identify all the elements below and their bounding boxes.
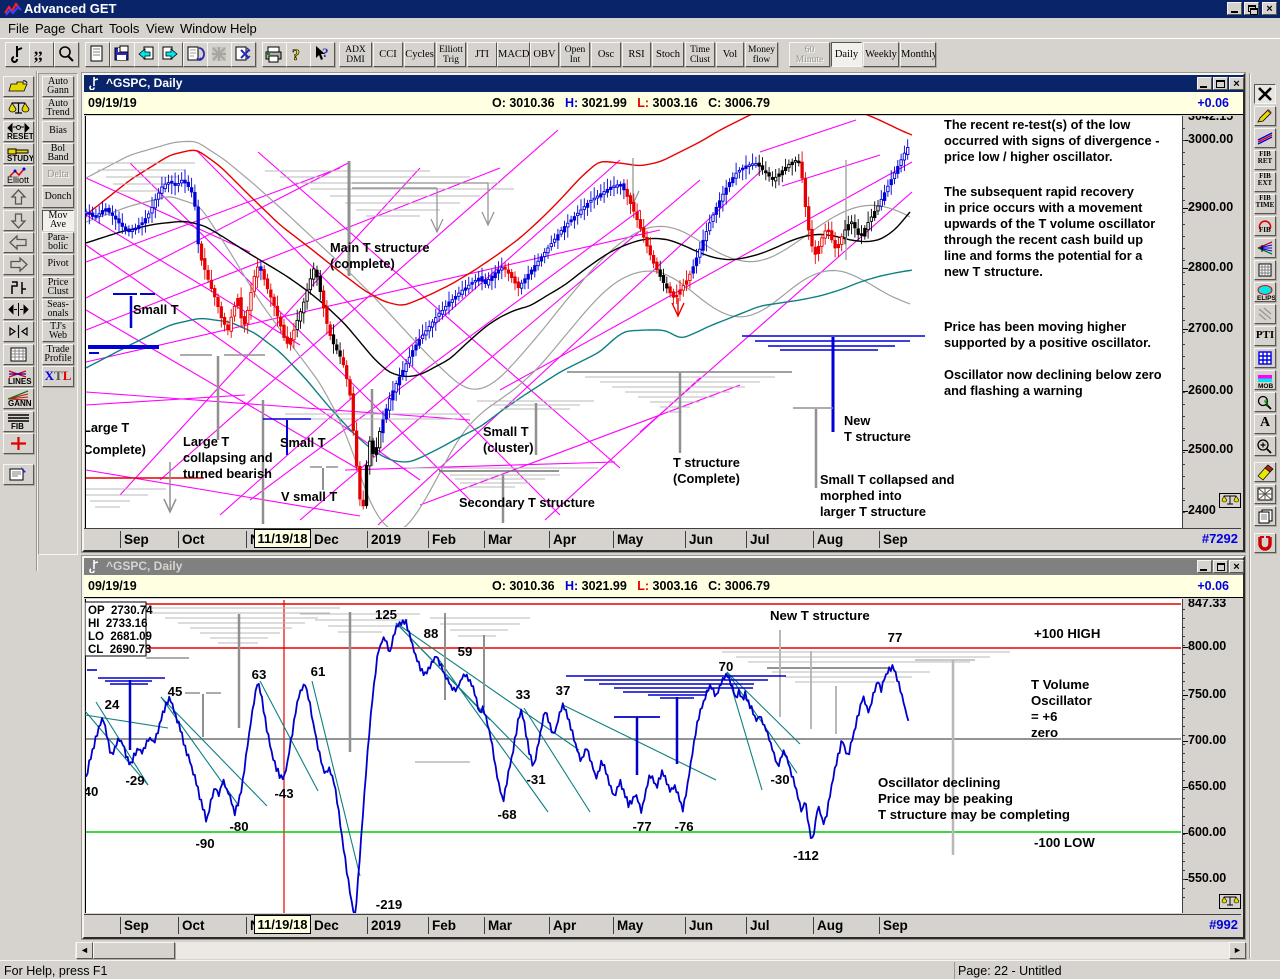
svg-text:45: 45 xyxy=(168,684,183,699)
svg-text:occurred with signs of diverge: occurred with signs of divergence - xyxy=(944,133,1159,148)
svg-text:40: 40 xyxy=(85,784,98,799)
svg-text:,,: ,, xyxy=(34,45,43,64)
svg-text:Large T: Large T xyxy=(85,420,129,435)
svg-text:-76: -76 xyxy=(674,819,693,834)
svg-text:and flashing a warning: and flashing a warning xyxy=(944,383,1083,398)
svg-text:-77: -77 xyxy=(632,819,651,834)
svg-text:59: 59 xyxy=(458,644,473,659)
svg-text:new T structure.: new T structure. xyxy=(944,264,1043,279)
svg-text:+100 HIGH: +100 HIGH xyxy=(1034,626,1100,641)
svg-text:-31: -31 xyxy=(526,772,545,787)
svg-text:Oscillator declining: Oscillator declining xyxy=(878,775,1000,790)
svg-text:LO 2681.09: LO 2681.09 xyxy=(88,631,152,643)
svg-text:New T structure: New T structure xyxy=(770,608,870,623)
svg-text:(Complete): (Complete) xyxy=(673,471,740,486)
svg-text:24: 24 xyxy=(105,697,120,712)
svg-text:supported by a positive oscill: supported by a positive oscillator. xyxy=(944,335,1151,350)
svg-text:-30: -30 xyxy=(770,772,789,787)
svg-text:FIB: FIB xyxy=(1259,226,1271,234)
svg-text:turned bearish: turned bearish xyxy=(183,466,272,481)
svg-text:morphed into: morphed into xyxy=(820,488,902,503)
svg-text:through the recent cash build: through the recent cash build up xyxy=(944,232,1143,247)
svg-text:88: 88 xyxy=(424,626,439,641)
svg-text:MOB: MOB xyxy=(1258,383,1273,389)
svg-text:-219: -219 xyxy=(376,897,402,912)
svg-text:upwards of the T volume oscill: upwards of the T volume oscillator xyxy=(944,216,1155,231)
svg-text:price low / higher oscillator.: price low / higher oscillator. xyxy=(944,149,1113,164)
svg-text:37: 37 xyxy=(556,683,571,698)
svg-text:HI 2733.16: HI 2733.16 xyxy=(88,618,147,630)
svg-text:FIB: FIB xyxy=(11,422,24,431)
svg-text:Small T collapsed and: Small T collapsed and xyxy=(820,472,954,487)
svg-text:(cluster): (cluster) xyxy=(483,440,534,455)
svg-text:Price may be peaking: Price may be peaking xyxy=(878,791,1013,806)
svg-text:61: 61 xyxy=(311,664,326,679)
svg-text:T Volume: T Volume xyxy=(1031,677,1089,692)
svg-text:Oscillator: Oscillator xyxy=(1031,693,1092,708)
svg-text:CL 2690.73: CL 2690.73 xyxy=(88,644,151,656)
svg-text:?: ? xyxy=(292,47,300,64)
svg-text:Elliott: Elliott xyxy=(7,175,30,185)
svg-text:77: 77 xyxy=(888,630,903,645)
svg-text:Oscillator now declining below: Oscillator now declining below zero xyxy=(944,367,1162,382)
svg-text:-29: -29 xyxy=(125,773,144,788)
svg-text:125: 125 xyxy=(375,607,397,622)
svg-text:zero: zero xyxy=(1031,725,1058,740)
svg-text:STUDY: STUDY xyxy=(7,154,33,163)
svg-text:70: 70 xyxy=(719,659,734,674)
svg-text:The subsequent rapid recovery: The subsequent rapid recovery xyxy=(944,184,1135,199)
svg-text:Secondary T structure: Secondary T structure xyxy=(459,495,595,510)
svg-text:33: 33 xyxy=(516,687,531,702)
svg-text:LINES: LINES xyxy=(8,377,32,386)
svg-text:$: $ xyxy=(1264,398,1269,408)
svg-text:Small T: Small T xyxy=(280,435,326,450)
svg-text:collapsing and: collapsing and xyxy=(183,450,273,465)
svg-text:V small T: V small T xyxy=(281,489,337,504)
svg-text:New: New xyxy=(844,413,870,428)
svg-text:ELIPS: ELIPS xyxy=(1257,295,1275,301)
svg-text:line and forms the potential f: line and forms the potential for a xyxy=(944,248,1143,263)
svg-text:Main T structure: Main T structure xyxy=(330,240,430,255)
svg-text:T structure: T structure xyxy=(673,455,740,470)
svg-text:(Complete): (Complete) xyxy=(85,442,146,457)
svg-text:-100 LOW: -100 LOW xyxy=(1034,835,1095,850)
svg-text:-112: -112 xyxy=(793,848,819,863)
svg-text:RESET: RESET xyxy=(7,132,33,141)
svg-text:Small T: Small T xyxy=(483,424,529,439)
svg-text:-90: -90 xyxy=(195,836,214,851)
svg-text:Price has been moving higher: Price has been moving higher xyxy=(944,319,1126,334)
svg-text:OP 2730.74: OP 2730.74 xyxy=(88,605,153,617)
svg-text:-43: -43 xyxy=(274,786,293,801)
svg-text:T structure: T structure xyxy=(844,429,911,444)
svg-text:-80: -80 xyxy=(229,819,248,834)
svg-text:larger T structure: larger T structure xyxy=(820,504,926,519)
svg-text:GANN: GANN xyxy=(8,399,32,408)
svg-text:= +6: = +6 xyxy=(1031,709,1057,724)
svg-text:,,: ,, xyxy=(34,44,43,58)
svg-text:63: 63 xyxy=(252,667,267,682)
svg-text:T structure may be completing: T structure may be completing xyxy=(878,807,1070,822)
svg-text:(complete): (complete) xyxy=(330,256,395,271)
svg-text:?: ? xyxy=(322,45,329,60)
svg-text:in price occurs with a movemen: in price occurs with a movement xyxy=(944,200,1143,215)
svg-text:The recent re-test(s) of the l: The recent re-test(s) of the low xyxy=(944,117,1130,132)
svg-text:Large T: Large T xyxy=(183,434,229,449)
svg-text:Small T: Small T xyxy=(133,302,179,317)
svg-text:-68: -68 xyxy=(497,807,516,822)
